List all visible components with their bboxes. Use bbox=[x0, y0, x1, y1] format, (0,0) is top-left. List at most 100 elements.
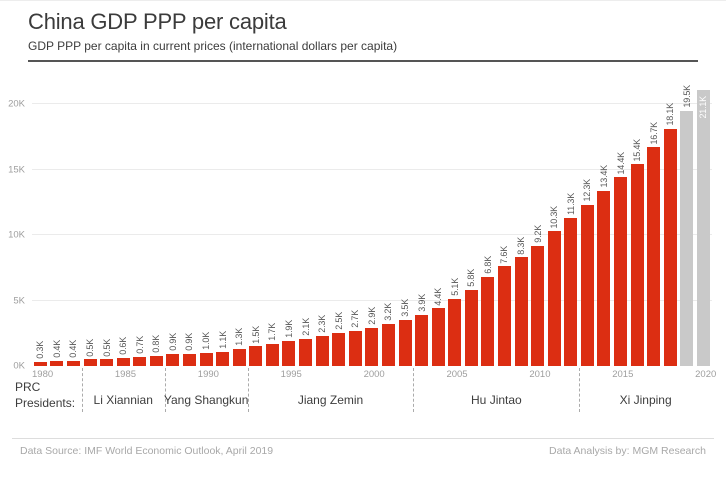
bar-value-label-2008: 7.6K bbox=[499, 245, 510, 264]
x-axis-and-presidents-band: 1980 1985 1990 1995 2000 2005 2010 2015 2020 PRC… bbox=[15, 366, 716, 416]
x-tick-cell-2016 bbox=[629, 366, 646, 381]
x-tick-cell-2019 bbox=[679, 366, 696, 381]
x-tick-cell-1995: 1995 bbox=[280, 369, 302, 380]
bar-column-1987: 0.8K bbox=[148, 335, 165, 366]
bar-value-label-2007: 6.8K bbox=[482, 256, 493, 274]
bar-value-label-1991: 1.1K bbox=[217, 330, 228, 349]
y-tick-label-10K: 10K bbox=[8, 229, 25, 241]
prc-presidents-label-line2: Presidents: bbox=[15, 396, 76, 411]
bar-2010 bbox=[531, 245, 545, 366]
prc-presidents-label-line1: PRC bbox=[15, 380, 41, 394]
prc-presidents-label: PRC Presidents: bbox=[15, 379, 75, 411]
bar-value-label-2003: 3.9K bbox=[416, 294, 427, 312]
bar-1981 bbox=[50, 360, 64, 366]
bar-value-label-2013: 12.3K bbox=[582, 179, 593, 202]
bar-column-1986: 0.7K bbox=[131, 336, 148, 366]
era-label-hu-jintao: Hu Jintao bbox=[471, 393, 522, 407]
bar-column-2013: 12.3K bbox=[579, 179, 596, 366]
x-tick-cell-2002 bbox=[397, 366, 414, 381]
bar-2019 bbox=[680, 110, 694, 366]
x-tick-cell-2013 bbox=[579, 366, 596, 381]
x-tick-cell-1980: 1980 bbox=[32, 369, 54, 380]
bar-1986 bbox=[133, 356, 147, 366]
bar-2018 bbox=[663, 128, 677, 366]
bar-2003 bbox=[415, 314, 429, 366]
bar-value-label-2018: 18.1K bbox=[665, 103, 676, 126]
era-divider-1983 bbox=[81, 368, 83, 412]
bar-1998 bbox=[332, 333, 346, 366]
page-subtitle: GDP PPP per capita in current prices (in… bbox=[28, 39, 398, 54]
bar-value-label-2006: 5.8K bbox=[466, 269, 477, 287]
bar-value-label-1984: 0.5K bbox=[101, 338, 112, 357]
x-tick-cell-1988 bbox=[165, 366, 182, 381]
gridline-5K bbox=[32, 299, 712, 301]
bar-column-2007: 6.8K bbox=[480, 256, 497, 366]
bar-value-label-1983: 0.5K bbox=[85, 338, 96, 357]
gridline-15K bbox=[32, 168, 712, 170]
bar-column-2015: 14.4K bbox=[612, 152, 629, 366]
era-divider-2013 bbox=[579, 368, 581, 412]
footer-divider bbox=[12, 438, 714, 439]
bar-column-1988: 0.9K bbox=[165, 333, 182, 366]
bar-2015 bbox=[614, 177, 628, 366]
bar-value-label-1989: 0.9K bbox=[184, 333, 195, 352]
bar-1999 bbox=[348, 330, 362, 366]
bar-column-1999: 2.7K bbox=[347, 310, 364, 366]
bar-1990 bbox=[199, 352, 213, 366]
bar-column-1984: 0.5K bbox=[98, 339, 115, 366]
bar-column-2000: 2.9K bbox=[364, 307, 381, 366]
footer-data-source: Data Source: IMF World Economic Outlook,… bbox=[20, 445, 274, 457]
footer: Data Source: IMF World Economic Outlook,… bbox=[20, 445, 706, 457]
y-tick-label-0K: 0K bbox=[13, 360, 25, 372]
bar-value-label-1990: 1.0K bbox=[201, 332, 212, 350]
era-label-xi-jinping: Xi Jinping bbox=[619, 393, 672, 407]
bar-value-label-1988: 0.9K bbox=[167, 333, 178, 352]
bar-2020: 21.1K bbox=[696, 89, 710, 366]
x-tick-cell-2004 bbox=[430, 366, 447, 381]
bar-column-1985: 0.6K bbox=[115, 337, 132, 366]
era-divider-2003 bbox=[413, 368, 415, 412]
bar-column-2014: 13.4K bbox=[596, 165, 613, 366]
bar-column-2003: 3.9K bbox=[413, 294, 430, 366]
bar-value-label-2009: 8.3K bbox=[516, 236, 527, 255]
header-divider bbox=[28, 60, 698, 63]
x-tick-cell-2017 bbox=[645, 366, 662, 381]
x-tick-cell-1998 bbox=[330, 366, 347, 381]
bar-value-label-2005: 5.1K bbox=[449, 278, 460, 297]
bar-value-label-2012: 11.3K bbox=[565, 193, 576, 215]
x-axis-tick-row: 1980 1985 1990 1995 2000 2005 2010 2015 2020 bbox=[32, 366, 716, 381]
y-tick-label-20K: 20K bbox=[8, 98, 25, 110]
bar-value-label-2004: 4.4K bbox=[433, 287, 444, 306]
bar-value-label-1992: 1.3K bbox=[234, 328, 245, 346]
bar-2012 bbox=[564, 218, 578, 366]
bar-2011 bbox=[547, 231, 561, 366]
x-tick-cell-2008 bbox=[496, 366, 513, 381]
bar-1995 bbox=[282, 341, 296, 366]
bar-column-2019: 19.5K bbox=[679, 85, 696, 366]
x-tick-cell-1989 bbox=[181, 366, 198, 381]
bar-column-1981: 0.4K bbox=[49, 340, 66, 366]
bar-column-2010: 9.2K bbox=[529, 225, 546, 366]
x-tick-cell-1996 bbox=[297, 366, 314, 381]
gridline-10K bbox=[32, 234, 712, 235]
bar-value-label-1993: 1.5K bbox=[250, 325, 261, 344]
bar-1987 bbox=[149, 355, 163, 366]
bar-1994 bbox=[265, 343, 279, 366]
bar-column-1993: 1.5K bbox=[248, 326, 265, 366]
bar-2000 bbox=[365, 328, 379, 366]
x-tick-cell-2009 bbox=[513, 366, 530, 381]
bar-value-label-1998: 2.5K bbox=[333, 312, 344, 331]
bar-1997 bbox=[315, 335, 329, 366]
bar-1991 bbox=[216, 351, 230, 366]
era-label-yang-shangkun: Yang Shangkun bbox=[163, 393, 249, 407]
x-tick-cell-1991 bbox=[214, 366, 231, 381]
era-label-jiang-zemin: Jiang Zemin bbox=[297, 393, 364, 407]
era-divider-1993 bbox=[247, 368, 249, 412]
bar-column-2001: 3.2K bbox=[380, 303, 397, 366]
y-tick-label-15K: 15K bbox=[8, 164, 25, 175]
bar-column-2006: 5.8K bbox=[463, 269, 480, 366]
bar-2007 bbox=[481, 276, 495, 366]
bar-value-label-1982: 0.4K bbox=[68, 340, 79, 358]
bar-1980 bbox=[33, 362, 47, 366]
y-tick-label-5K: 5K bbox=[13, 295, 25, 306]
